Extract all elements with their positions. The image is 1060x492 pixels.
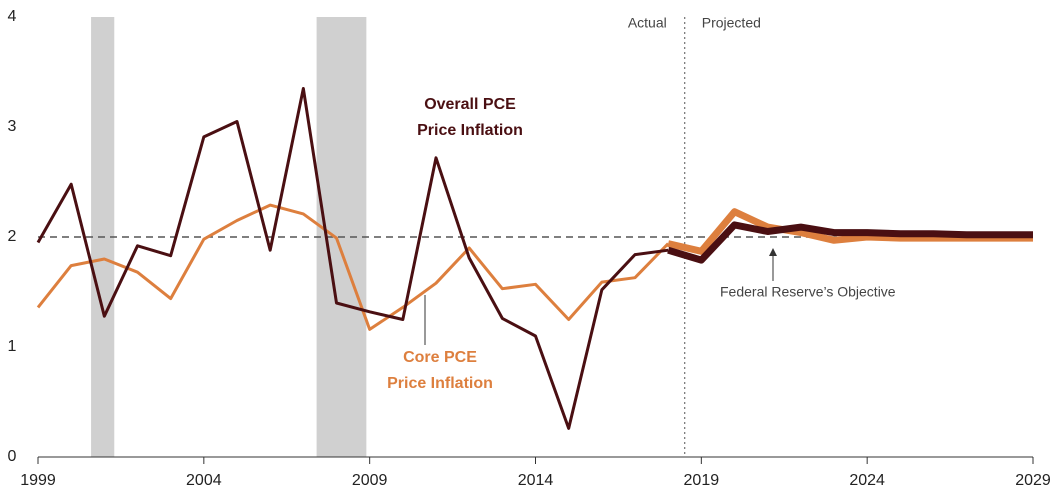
objective-label: Federal Reserve’s Objective: [720, 284, 896, 300]
series-label: Core PCE: [403, 349, 477, 366]
series-line: [667, 221, 1033, 264]
x-tick-label: 2004: [186, 472, 222, 489]
x-tick-label: 2024: [849, 472, 885, 489]
x-tick-label: 2019: [684, 472, 720, 489]
series-label: Overall PCE: [424, 96, 516, 113]
x-tick-label: 1999: [20, 472, 56, 489]
y-tick-label: 2: [8, 228, 17, 245]
y-tick-label: 3: [8, 118, 17, 135]
actual-label: Actual: [628, 15, 667, 31]
series-label: Price Inflation: [417, 122, 523, 139]
x-tick-label: 2029: [1015, 472, 1051, 489]
projected-label: Projected: [702, 15, 761, 31]
series-line: [36, 203, 670, 331]
x-tick-label: 2009: [352, 472, 388, 489]
y-tick-label: 0: [8, 448, 17, 465]
series-label: Price Inflation: [387, 375, 493, 392]
objective-arrowhead: [769, 248, 777, 256]
y-tick-label: 1: [8, 338, 17, 355]
series-line: [36, 87, 669, 430]
y-tick-label: 4: [8, 8, 17, 25]
x-tick-label: 2014: [518, 472, 554, 489]
